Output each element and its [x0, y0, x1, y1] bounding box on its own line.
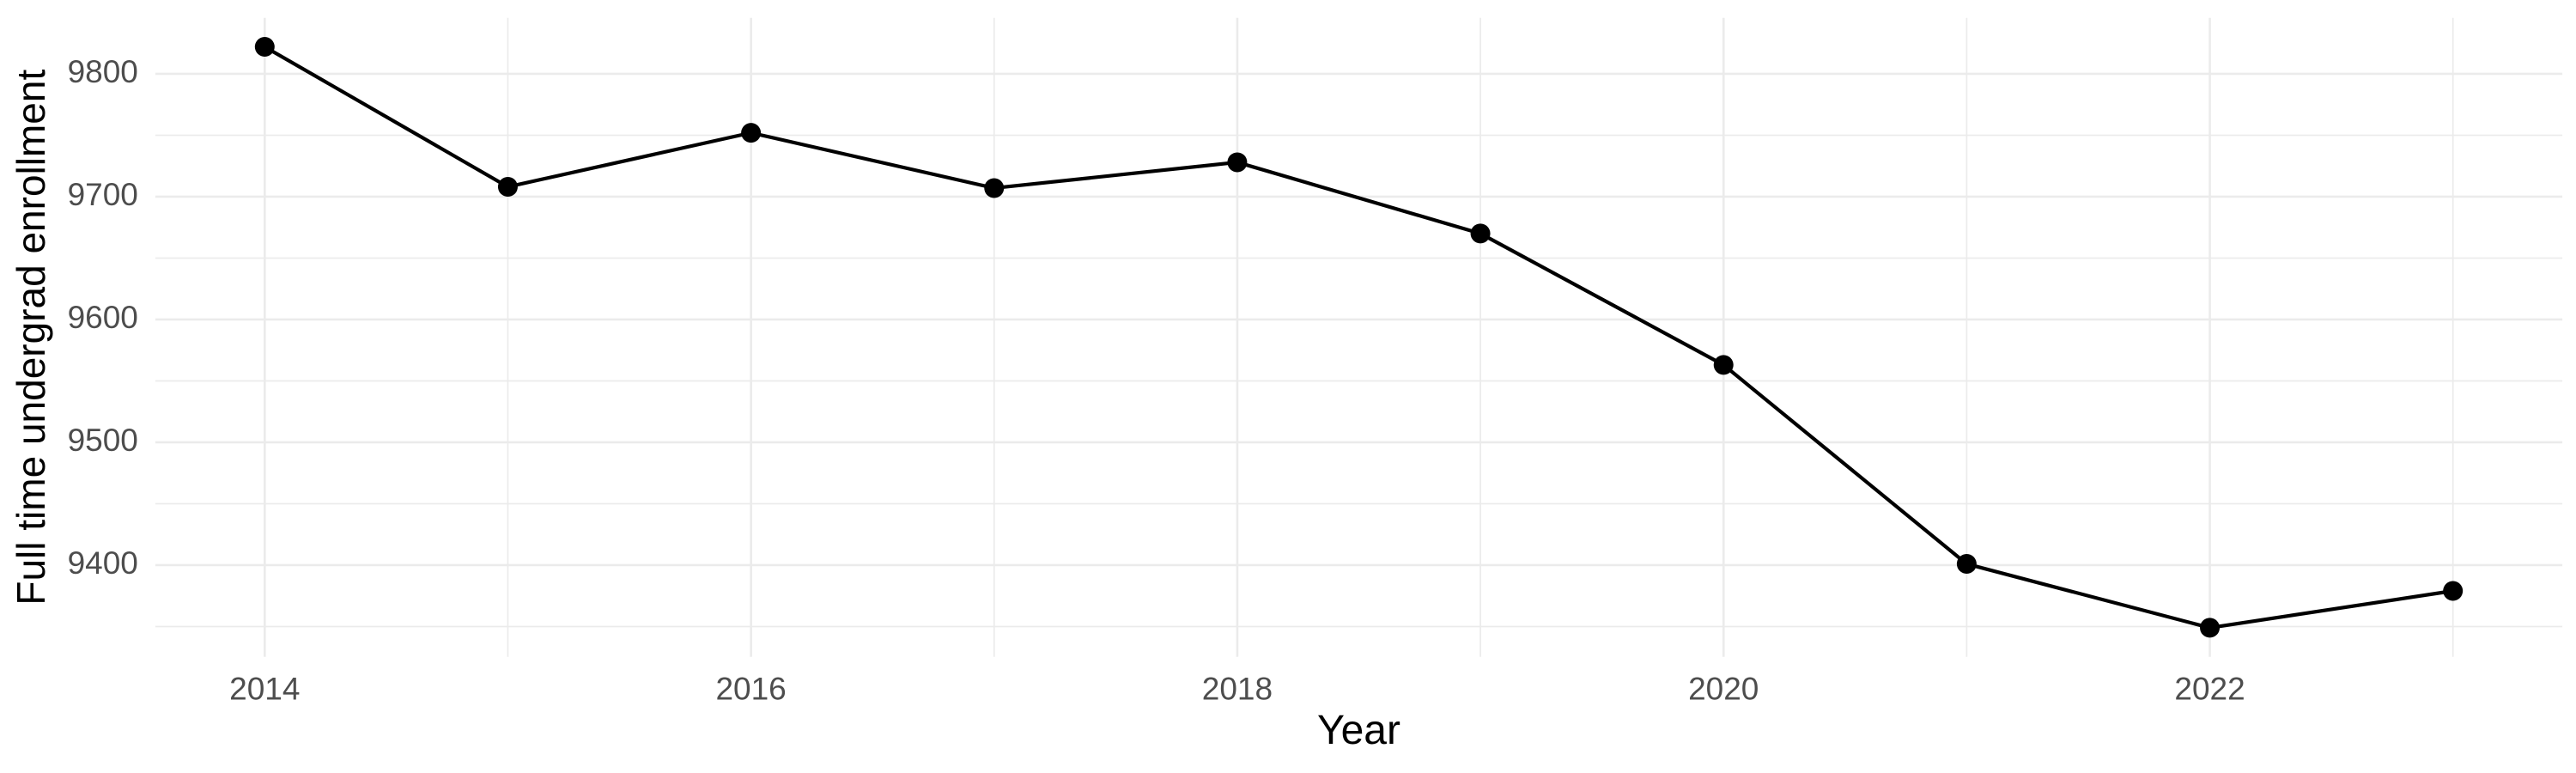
svg-text:Full time undergrad enrollment: Full time undergrad enrollment [9, 70, 53, 606]
svg-text:2014: 2014 [229, 672, 300, 707]
svg-text:2022: 2022 [2174, 672, 2245, 707]
svg-text:2018: 2018 [1202, 672, 1273, 707]
svg-text:9800: 9800 [68, 54, 138, 89]
svg-text:9500: 9500 [68, 423, 138, 458]
svg-text:Year: Year [1317, 708, 1400, 753]
svg-text:9400: 9400 [68, 545, 138, 581]
svg-text:9700: 9700 [68, 177, 138, 212]
svg-text:9600: 9600 [68, 300, 138, 335]
svg-text:2016: 2016 [715, 672, 786, 707]
svg-text:2020: 2020 [1688, 672, 1759, 707]
